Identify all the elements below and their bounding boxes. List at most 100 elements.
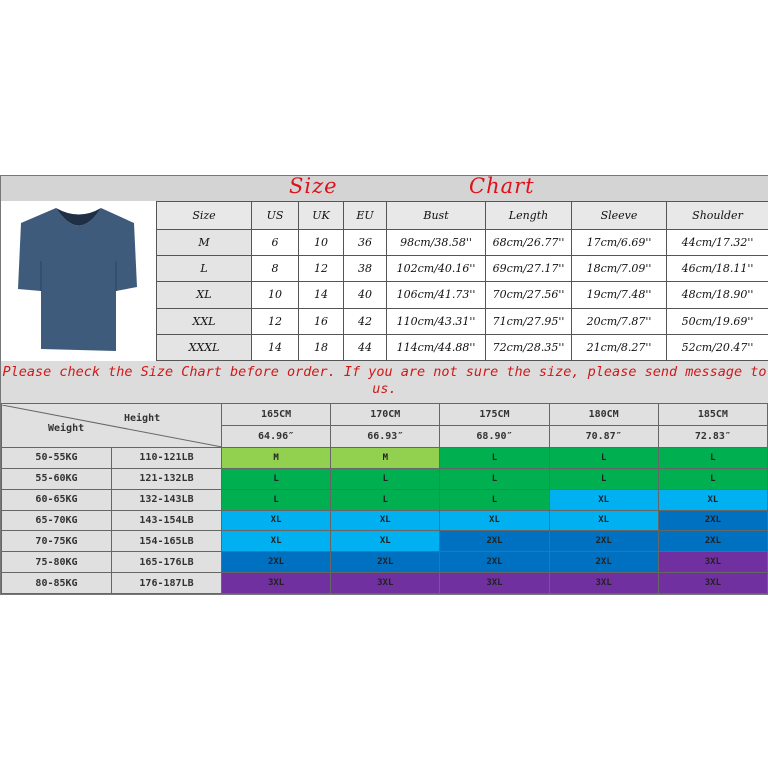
- weight-kg: 55-60KG: [1, 467, 112, 490]
- size-row: XXXL 14 18 44 114cm/44.88'' 72cm/28.35'' 21cm/…: [156, 333, 768, 362]
- size-cell: 12: [251, 307, 299, 335]
- size-cell: 70cm/27.56'': [485, 281, 572, 309]
- size-row: M 6 10 36 98cm/38.58'' 68cm/26.77'' 17cm/6.69'…: [156, 228, 768, 257]
- size-recommendation: 3XL: [657, 551, 768, 574]
- size-cell: 106cm/41.73'': [386, 281, 486, 309]
- column-header: Length: [485, 201, 572, 230]
- height-in: 70.87″: [548, 425, 659, 448]
- height-cm: 180CM: [548, 403, 659, 426]
- weight-lb: 165-176LB: [111, 551, 222, 574]
- size-recommendation: XL: [439, 509, 550, 532]
- weight-kg: 75-80KG: [1, 551, 112, 574]
- size-recommendation: 2XL: [548, 551, 659, 574]
- size-recommendation: 2XL: [657, 509, 768, 532]
- height-cm: 185CM: [657, 403, 768, 426]
- title-size: Size: [289, 174, 338, 198]
- column-header: EU: [343, 201, 387, 230]
- size-recommendation: 3XL: [220, 572, 332, 594]
- size-cell: 18cm/7.09'': [571, 255, 667, 283]
- size-recommendation: L: [657, 467, 768, 490]
- weight-kg: 65-70KG: [1, 509, 112, 532]
- size-row: XL 10 14 40 106cm/41.73'' 70cm/27.56'' 19cm/7.…: [156, 281, 768, 309]
- size-table: Size US UK EU Bust Length Sleeve Shoulder M 6 10 36…: [156, 201, 768, 362]
- size-recommendation: XL: [548, 509, 659, 532]
- size-recommendation: L: [330, 467, 441, 490]
- size-cell: 14: [251, 333, 299, 362]
- weight-kg: 60-65KG: [1, 488, 112, 511]
- column-header: Size: [156, 201, 252, 230]
- fit-row: 70-75KG 154-165LB XL XL 2XL 2XL 2XL: [1, 530, 768, 553]
- size-recommendation: XL: [220, 530, 332, 553]
- size-cell: 48cm/18.90'': [666, 281, 768, 309]
- size-cell: 19cm/7.48'': [571, 281, 667, 309]
- weight-lb: 121-132LB: [111, 467, 222, 490]
- size-recommendation: 2XL: [548, 530, 659, 553]
- size-cell: 10: [251, 281, 299, 309]
- height-cm-row: Height Weight 165CM 170CM 175CM 180CM 185CM: [1, 403, 768, 448]
- size-cell: 38: [343, 255, 387, 283]
- column-header: US: [251, 201, 299, 230]
- weight-lb: 132-143LB: [111, 488, 222, 511]
- size-cell: 44cm/17.32'': [666, 228, 768, 257]
- size-cell: 21cm/8.27'': [571, 333, 667, 362]
- fit-row: 65-70KG 143-154LB XL XL XL XL 2XL: [1, 509, 768, 532]
- height-label: Height: [124, 412, 161, 424]
- size-label: XXXL: [156, 333, 252, 362]
- column-header: Sleeve: [571, 201, 667, 230]
- size-cell: 44: [343, 333, 387, 362]
- size-recommendation: L: [657, 447, 768, 469]
- size-recommendation: M: [220, 447, 332, 469]
- size-cell: 42: [343, 307, 387, 335]
- size-cell: 68cm/26.77'': [485, 228, 572, 257]
- height-cm: 170CM: [330, 403, 441, 426]
- size-cell: 20cm/7.87'': [571, 307, 667, 335]
- size-cell: 102cm/40.16'': [386, 255, 486, 283]
- title-row: Size Chart: [1, 174, 768, 202]
- height-cm: 175CM: [439, 403, 550, 426]
- size-recommendation: 3XL: [439, 572, 550, 594]
- diagonal-divider: [2, 404, 222, 447]
- fit-row: 75-80KG 165-176LB 2XL 2XL 2XL 2XL 3XL: [1, 551, 768, 574]
- notice-text: Please check the Size Chart before order…: [2, 364, 767, 397]
- height-in: 72.83″: [657, 425, 768, 448]
- column-header: UK: [298, 201, 344, 230]
- fit-row: 60-65KG 132-143LB L L L XL XL: [1, 488, 768, 511]
- weight-lb: 176-187LB: [111, 572, 222, 594]
- size-cell: 14: [298, 281, 344, 309]
- fit-row: 55-60KG 121-132LB L L L L L: [1, 467, 768, 490]
- tshirt-icon: [18, 208, 137, 351]
- size-recommendation: 3XL: [657, 572, 768, 594]
- height-in: 64.96″: [220, 425, 332, 448]
- size-cell: 8: [251, 255, 299, 283]
- size-cell: 50cm/19.69'': [666, 307, 768, 335]
- size-recommendation: L: [548, 447, 659, 469]
- size-cell: 10: [298, 228, 344, 257]
- fit-row: 80-85KG 176-187LB 3XL 3XL 3XL 3XL 3XL: [1, 572, 768, 594]
- size-recommendation: 2XL: [657, 530, 768, 553]
- weight-kg: 70-75KG: [1, 530, 112, 553]
- size-cell: 18: [298, 333, 344, 362]
- size-cell: 6: [251, 228, 299, 257]
- size-cell: 52cm/20.47'': [666, 333, 768, 362]
- weight-lb: 154-165LB: [111, 530, 222, 553]
- fit-row: 50-55KG 110-121LB M M L L L: [1, 447, 768, 469]
- fit-table: Height Weight 165CM 170CM 175CM 180CM 185CM 64.…: [1, 403, 768, 594]
- size-cell: 17cm/6.69'': [571, 228, 667, 257]
- size-recommendation: 2XL: [220, 551, 332, 574]
- size-cell: 12: [298, 255, 344, 283]
- size-row: XXL 12 16 42 110cm/43.31'' 71cm/27.95'' 20cm/7…: [156, 307, 768, 335]
- weight-label: Weight: [48, 422, 85, 434]
- size-cell: 110cm/43.31'': [386, 307, 486, 335]
- size-recommendation: L: [220, 488, 332, 511]
- size-cell: 16: [298, 307, 344, 335]
- weight-kg: 80-85KG: [1, 572, 112, 594]
- size-cell: 114cm/44.88'': [386, 333, 486, 362]
- size-recommendation: L: [439, 488, 550, 511]
- size-label: XL: [156, 281, 252, 309]
- size-cell: 69cm/27.17'': [485, 255, 572, 283]
- size-cell: 98cm/38.58'': [386, 228, 486, 257]
- size-label: M: [156, 228, 252, 257]
- size-cell: 40: [343, 281, 387, 309]
- weight-lb: 110-121LB: [111, 447, 222, 469]
- size-recommendation: M: [330, 447, 441, 469]
